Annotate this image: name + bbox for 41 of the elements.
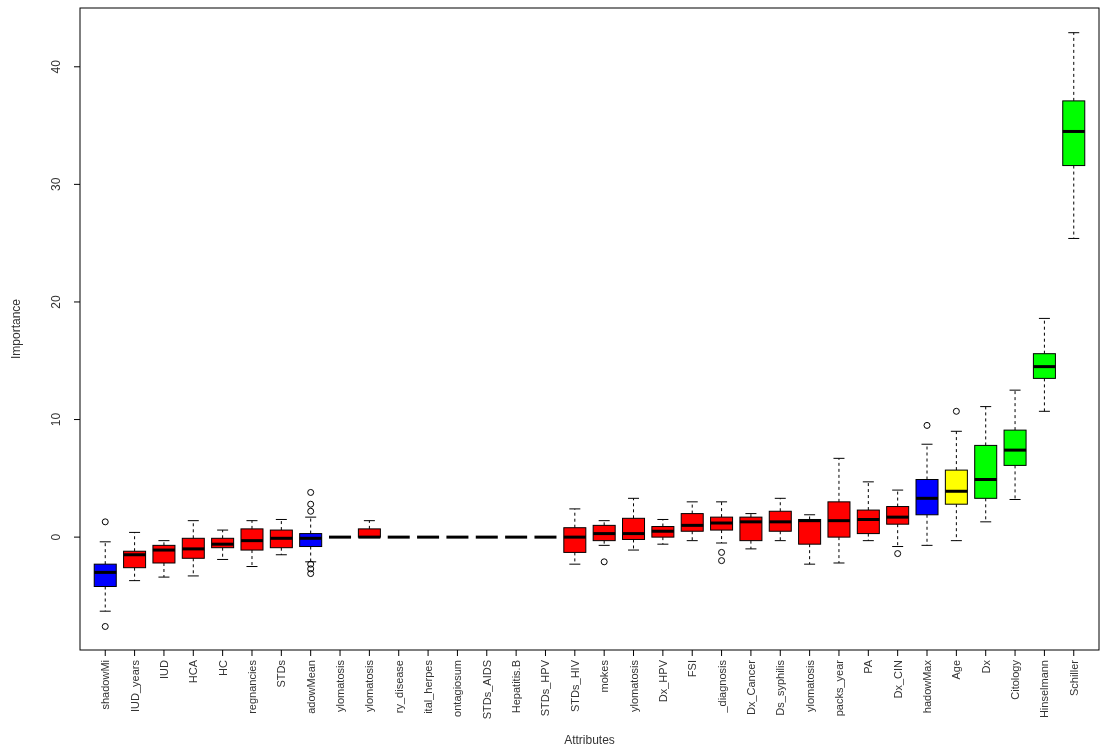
- x-tick-label: STDs_HPV: [539, 659, 552, 717]
- x-tick-label: HC: [216, 659, 229, 676]
- x-tick-label: _diagnosis: [715, 659, 728, 714]
- x-tick-label: hadowMax: [921, 659, 934, 714]
- x-tick-label: STDs_AIDS: [480, 660, 493, 720]
- y-tick-label: 0: [49, 533, 63, 541]
- x-tick-label: ylomatosis: [334, 659, 347, 712]
- x-tick-label: Hinselmann: [1038, 660, 1051, 719]
- y-tick-label: 40: [49, 59, 63, 74]
- x-tick-label: Dx: [979, 659, 992, 674]
- x-tick-label: Schiller: [1067, 659, 1080, 697]
- x-tick-label: ital_herpes: [422, 659, 435, 714]
- x-tick-label: STDs: [275, 659, 288, 688]
- x-tick-label: Age: [950, 660, 963, 680]
- y-axis-title: Importance: [9, 298, 23, 360]
- x-tick-label: ylomatosis: [363, 659, 376, 712]
- x-tick-label: ylomatosis: [627, 659, 640, 712]
- x-tick-label: adowMean: [304, 660, 317, 714]
- x-tick-label: IUD: [157, 659, 170, 679]
- x-tick-label: shadowMi: [99, 660, 112, 710]
- x-axis-title: Attributes: [564, 733, 615, 747]
- y-tick-label: 10: [49, 412, 63, 427]
- x-tick-label: PA: [862, 659, 875, 674]
- x-tick-label: Hepatitis.B: [510, 660, 523, 714]
- x-tick-label: ry_disease: [392, 660, 405, 714]
- x-tick-label: packs_year: [832, 659, 845, 717]
- y-tick-label: 20: [49, 294, 63, 309]
- x-tick-label: HCA: [187, 659, 200, 684]
- x-tick-label: Citology: [1009, 659, 1022, 700]
- x-tick-label: STDs_HIV: [568, 659, 581, 712]
- x-tick-label: FSI: [686, 660, 699, 678]
- x-tick-label: IUD_years: [128, 659, 141, 712]
- y-tick-label: 30: [49, 177, 63, 192]
- x-tick-label: Dx_Cancer: [744, 659, 757, 716]
- x-tick-label: ylomatosis: [803, 659, 816, 712]
- x-tick-label: Ds_syphilis: [774, 659, 787, 716]
- x-tick-label: regnancies: [245, 659, 258, 714]
- x-tick-label: ontagiosum: [451, 660, 464, 717]
- x-tick-label: mokes: [598, 659, 611, 693]
- x-tick-label: Dx_HPV: [656, 659, 669, 703]
- x-tick-label: Dx_CIN: [891, 659, 904, 699]
